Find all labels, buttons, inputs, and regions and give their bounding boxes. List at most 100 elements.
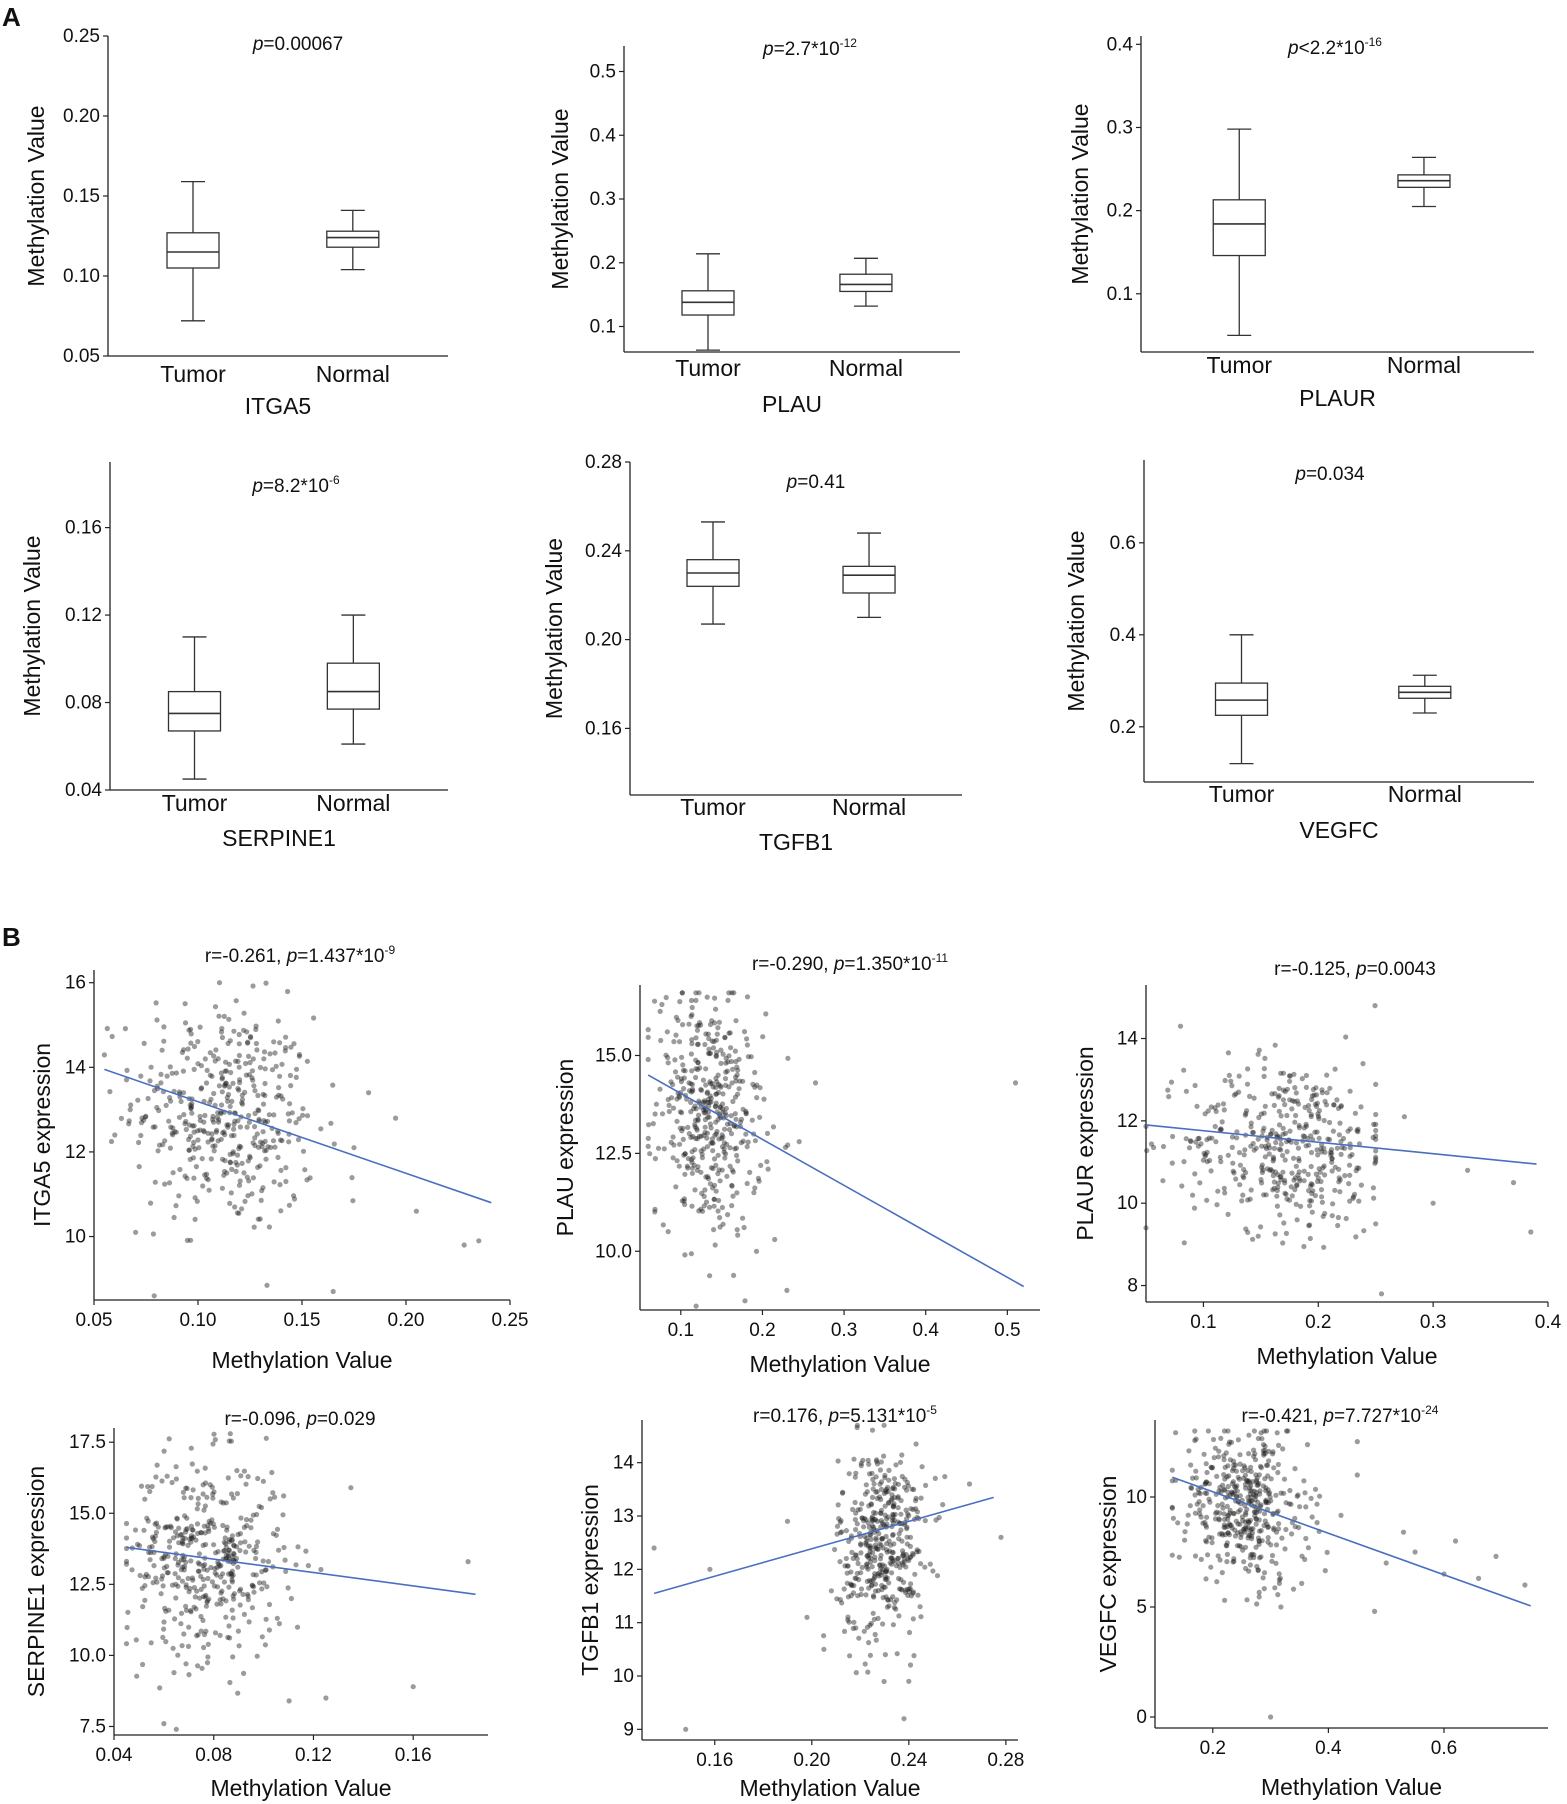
data-point <box>175 1562 181 1568</box>
data-point <box>722 1076 729 1082</box>
data-point <box>683 1726 689 1732</box>
data-point <box>1326 1137 1333 1143</box>
data-point <box>1255 1535 1262 1541</box>
data-point <box>256 1116 262 1122</box>
data-point <box>220 1596 226 1602</box>
iqr-box <box>842 565 896 594</box>
data-point <box>902 1476 908 1482</box>
data-point <box>229 1573 235 1579</box>
box-tumor <box>167 636 222 780</box>
data-point <box>1275 1508 1281 1514</box>
data-point <box>889 1561 895 1567</box>
data-point <box>694 1023 700 1029</box>
data-point <box>1303 1084 1309 1090</box>
data-point <box>711 1196 717 1202</box>
data-point <box>873 1474 879 1480</box>
data-point <box>258 1197 264 1203</box>
data-point <box>154 1579 160 1585</box>
data-point <box>229 1166 235 1172</box>
data-point <box>727 1145 733 1151</box>
data-point <box>672 1057 678 1063</box>
data-point <box>272 1050 278 1056</box>
data-point <box>215 1119 222 1125</box>
x-tick-label: 0.2 <box>749 1320 775 1341</box>
data-point <box>872 1581 879 1587</box>
data-point <box>1248 1143 1254 1149</box>
data-point <box>1226 1512 1232 1518</box>
data-point <box>858 1460 864 1466</box>
data-point <box>879 1479 885 1485</box>
data-point <box>204 1171 210 1177</box>
data-point <box>1283 1230 1289 1236</box>
data-point <box>884 1569 890 1575</box>
data-point <box>704 1090 710 1096</box>
data-point <box>180 1090 187 1096</box>
data-point <box>1225 1463 1231 1469</box>
data-point <box>142 1114 148 1120</box>
data-point <box>1301 1178 1307 1184</box>
data-point <box>236 1087 242 1093</box>
data-point <box>271 1112 277 1118</box>
data-point <box>1275 1094 1281 1100</box>
data-point <box>331 1141 337 1147</box>
data-point <box>1169 1467 1175 1473</box>
data-point <box>1306 1223 1312 1229</box>
data-point <box>211 1053 217 1059</box>
data-point <box>305 1563 311 1569</box>
data-point <box>880 1521 887 1528</box>
data-point <box>214 1127 220 1133</box>
data-point <box>715 1208 721 1214</box>
data-point <box>1245 1066 1251 1072</box>
data-point <box>702 1129 708 1136</box>
data-point <box>1251 1095 1257 1101</box>
data-point <box>888 1597 894 1603</box>
data-point <box>1522 1582 1528 1588</box>
data-point <box>1203 1461 1209 1467</box>
data-point <box>221 1013 227 1020</box>
data-point <box>1244 1506 1250 1512</box>
data-point <box>1247 1093 1253 1099</box>
data-point <box>165 1524 171 1530</box>
data-point <box>1220 1482 1226 1488</box>
data-point <box>1316 1166 1322 1172</box>
data-point <box>731 1272 737 1278</box>
data-point <box>1264 1137 1270 1143</box>
data-point <box>1169 1478 1175 1484</box>
data-point <box>670 1082 676 1088</box>
data-point <box>205 1177 211 1183</box>
data-point <box>255 1092 261 1099</box>
data-point <box>1256 1589 1262 1595</box>
data-point <box>1195 1486 1201 1492</box>
data-point <box>916 1548 922 1554</box>
data-point <box>173 1203 179 1209</box>
data-point <box>178 1567 184 1573</box>
data-point <box>1493 1553 1499 1559</box>
data-point <box>1308 1163 1314 1170</box>
y-tick-label: 10.0 <box>595 1241 632 1262</box>
data-point <box>1291 1177 1297 1183</box>
data-point <box>194 1506 200 1512</box>
data-point <box>718 1047 724 1053</box>
data-point <box>225 1091 232 1098</box>
data-point <box>1309 1093 1315 1099</box>
data-point <box>1234 1135 1240 1141</box>
data-point <box>1245 1535 1251 1541</box>
data-point <box>1243 1524 1249 1530</box>
data-point <box>1248 1468 1254 1475</box>
data-point <box>890 1515 896 1521</box>
data-point <box>882 1563 888 1569</box>
data-point <box>1224 1503 1230 1509</box>
data-point <box>1216 1517 1222 1523</box>
data-point <box>1275 1469 1281 1476</box>
data-point <box>1223 1542 1229 1548</box>
data-point <box>1275 1184 1281 1190</box>
data-point <box>165 1570 171 1576</box>
data-point <box>1269 1168 1275 1174</box>
data-point <box>1219 1531 1225 1537</box>
data-point <box>832 1546 838 1553</box>
data-point <box>188 1523 194 1529</box>
data-point <box>1212 1445 1218 1451</box>
data-point <box>198 1628 204 1634</box>
data-point <box>906 1678 912 1684</box>
data-point <box>195 1568 201 1574</box>
